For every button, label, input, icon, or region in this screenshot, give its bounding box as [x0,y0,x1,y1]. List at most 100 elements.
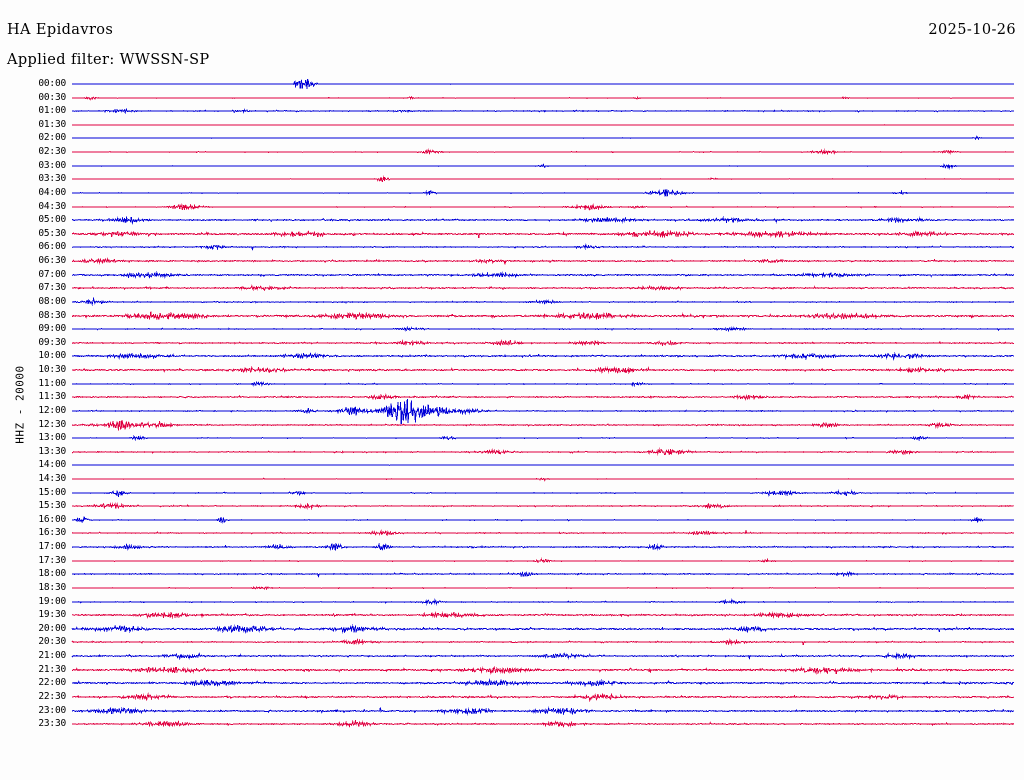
trace-row: 00:00 [0,78,1024,92]
trace-waveform [71,642,1015,670]
trace-waveform [71,233,1015,261]
trace-time-label: 20:30 [38,636,66,648]
trace-row: 22:00 [0,677,1024,691]
applied-filter-label: Applied filter: WWSSN-SP [7,52,210,68]
trace-waveform [71,465,1015,493]
trace-waveform [71,165,1015,193]
trace-row: 19:00 [0,596,1024,610]
trace-time-label: 11:30 [38,391,66,403]
trace-time-label: 16:30 [38,527,66,539]
trace-row: 11:30 [0,391,1024,405]
trace-waveform [71,206,1015,234]
trace-waveform [71,288,1015,316]
trace-row: 00:30 [0,92,1024,106]
trace-row: 19:30 [0,609,1024,623]
trace-time-label: 14:30 [38,472,66,484]
trace-waveform [71,424,1015,452]
trace-row: 16:00 [0,514,1024,528]
trace-waveform [71,710,1015,738]
trace-row: 12:00 [0,398,1024,424]
trace-row: 18:30 [0,582,1024,596]
trace-waveform [71,124,1015,152]
page-title: HA Epidavros [7,22,114,38]
trace-row: 15:00 [0,487,1024,501]
trace-waveform [71,261,1015,289]
trace-waveform [71,179,1015,207]
trace-time-label: 15:30 [38,500,66,512]
trace-waveform [71,397,1015,425]
trace-row: 01:30 [0,119,1024,133]
trace-row: 21:00 [0,650,1024,664]
trace-waveform [71,574,1015,602]
trace-waveform [71,70,1015,98]
trace-row: 21:30 [0,664,1024,678]
trace-time-label: 10:30 [38,364,66,376]
trace-time-label: 21:30 [38,663,66,675]
trace-row: 02:00 [0,132,1024,146]
trace-time-label: 15:00 [38,486,66,498]
trace-waveform [71,533,1015,561]
trace-row: 06:30 [0,255,1024,269]
trace-time-label: 22:30 [38,690,66,702]
trace-waveform [71,370,1015,398]
trace-waveform [71,683,1015,711]
trace-row: 01:00 [0,105,1024,119]
trace-waveform [71,356,1015,384]
trace-waveform [71,97,1015,125]
trace-row: 08:00 [0,296,1024,310]
trace-row: 12:30 [0,419,1024,433]
trace-time-label: 02:30 [38,146,66,158]
trace-time-label: 18:00 [38,568,66,580]
trace-row: 13:30 [0,446,1024,460]
trace-time-label: 01:30 [38,118,66,130]
trace-time-label: 16:00 [38,513,66,525]
trace-waveform [71,152,1015,180]
trace-time-label: 23:00 [38,704,66,716]
trace-waveform [71,220,1015,248]
trace-waveform [71,628,1015,656]
trace-row: 10:00 [0,350,1024,364]
trace-time-label: 13:30 [38,445,66,457]
trace-row: 17:30 [0,555,1024,569]
record-date: 2025-10-26 [928,22,1016,38]
trace-time-label: 21:00 [38,650,66,662]
trace-waveform [71,451,1015,479]
trace-row: 18:00 [0,568,1024,582]
trace-row: 20:30 [0,636,1024,650]
trace-time-label: 08:00 [38,295,66,307]
trace-waveform [71,588,1015,616]
trace-row: 23:00 [0,705,1024,719]
trace-time-label: 06:30 [38,255,66,267]
trace-waveform [71,697,1015,725]
trace-row: 02:30 [0,146,1024,160]
trace-time-label: 00:00 [38,78,66,89]
trace-waveform [71,506,1015,534]
trace-row: 10:30 [0,364,1024,378]
trace-row: 07:30 [0,282,1024,296]
trace-waveform [71,519,1015,547]
trace-time-label: 07:00 [38,268,66,280]
trace-row: 05:00 [0,214,1024,228]
trace-time-label: 00:30 [38,91,66,103]
trace-waveform [71,383,1015,411]
trace-time-label: 17:00 [38,541,66,553]
helicorder-plot: 00:00 00:30 01:00 01:30 02:00 02:30 03:00 03:30… [0,78,1024,778]
trace-waveform [71,411,1015,439]
trace-row: 16:30 [0,527,1024,541]
trace-row: 09:00 [0,323,1024,337]
trace-waveform [71,669,1015,697]
trace-time-label: 11:00 [38,377,66,389]
trace-time-label: 06:00 [38,241,66,253]
trace-waveform [71,302,1015,330]
trace-time-label: 12:30 [38,418,66,430]
trace-row: 05:30 [0,228,1024,242]
trace-time-label: 19:30 [38,609,66,621]
trace-row: 22:30 [0,691,1024,705]
trace-time-label: 23:30 [38,718,66,730]
trace-row: 09:30 [0,337,1024,351]
trace-row: 23:30 [0,718,1024,732]
trace-time-label: 12:00 [38,404,66,416]
trace-row: 14:30 [0,473,1024,487]
trace-row: 06:00 [0,241,1024,255]
